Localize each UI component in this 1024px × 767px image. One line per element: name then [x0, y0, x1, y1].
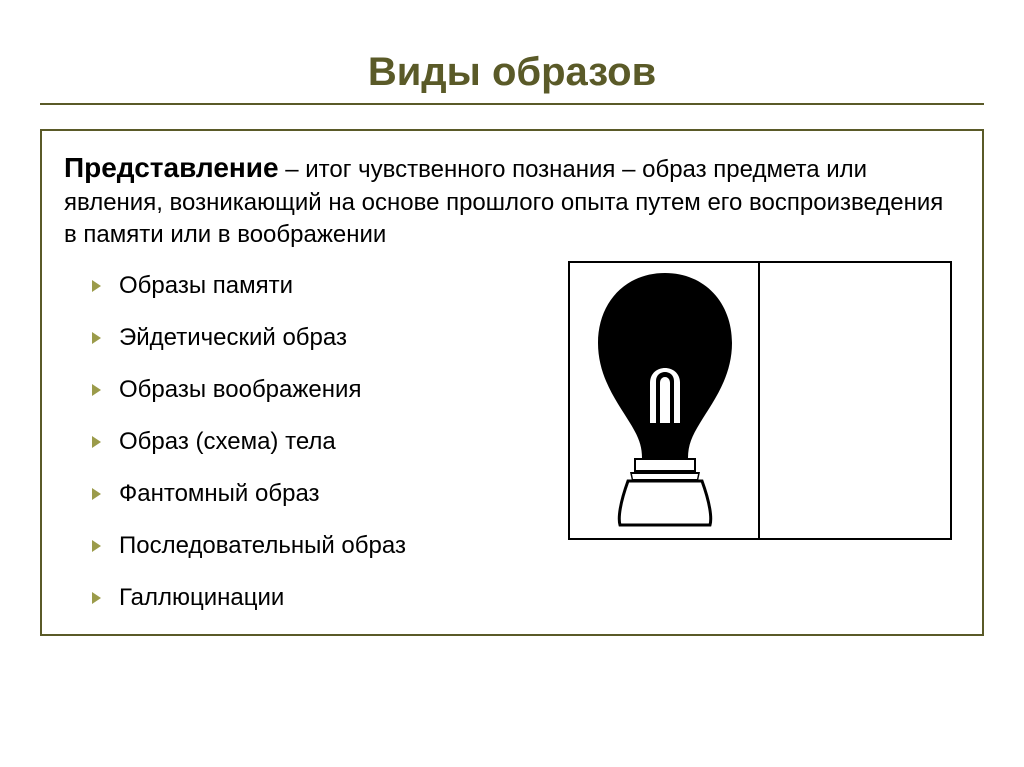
lightbulb-icon	[570, 263, 760, 538]
list-item-label: Последовательный образ	[119, 532, 406, 560]
definition-paragraph: Представление – итог чувственного познан…	[64, 149, 960, 252]
list-item-label: Фантомный образ	[119, 480, 320, 508]
list-item-label: Образ (схема) тела	[119, 428, 336, 456]
chevron-right-icon	[92, 384, 101, 396]
illustration-left-panel	[570, 263, 760, 538]
list-item-label: Образы памяти	[119, 272, 293, 300]
slide: Виды образов Представление – итог чувств…	[0, 0, 1024, 767]
list-item-label: Галлюцинации	[119, 584, 284, 612]
chevron-right-icon	[92, 488, 101, 500]
title-rule	[40, 103, 984, 105]
chevron-right-icon	[92, 332, 101, 344]
definition-term: Представление	[64, 152, 279, 183]
list-item-label: Образы воображения	[119, 376, 361, 404]
illustration-frame	[568, 261, 952, 540]
list-item-label: Эйдетический образ	[119, 324, 347, 352]
chevron-right-icon	[92, 436, 101, 448]
chevron-right-icon	[92, 280, 101, 292]
chevron-right-icon	[92, 592, 101, 604]
content-box: Представление – итог чувственного познан…	[40, 129, 984, 636]
chevron-right-icon	[92, 540, 101, 552]
list-item: Галлюцинации	[92, 584, 960, 612]
page-title: Виды образов	[40, 50, 984, 95]
illustration-right-panel	[760, 263, 950, 538]
